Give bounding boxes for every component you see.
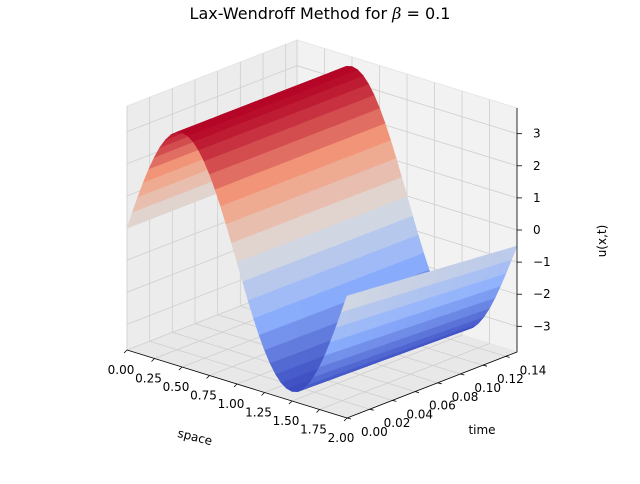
y-tick xyxy=(392,400,397,402)
y-tick-label: 0.02 xyxy=(384,416,411,430)
x-tick-label: 0.00 xyxy=(108,363,135,377)
x-tick-label: 0.75 xyxy=(190,389,217,403)
y-tick xyxy=(369,408,374,411)
x-tick xyxy=(206,375,210,379)
y-tick-label: 0.06 xyxy=(429,399,456,413)
chart-title: Lax-Wendroff Method for β = 0.1 xyxy=(0,4,640,23)
z-tick-label: −1 xyxy=(533,255,551,269)
y-axis-label: time xyxy=(468,423,495,437)
x-tick xyxy=(261,392,265,396)
title-text: Lax-Wendroff Method for xyxy=(189,4,393,23)
x-tick xyxy=(123,349,128,354)
y-tick-label: 0.00 xyxy=(361,425,388,439)
y-tick-label: 0.14 xyxy=(520,363,547,377)
title-beta-symbol: β xyxy=(392,4,402,23)
x-tick-label: 2.00 xyxy=(328,431,355,445)
axis-lines xyxy=(123,108,522,422)
z-tick-label: 0 xyxy=(533,223,541,237)
y-tick xyxy=(437,382,442,385)
x-tick-label: 1.00 xyxy=(218,397,245,411)
x-tick-label: 1.50 xyxy=(273,414,300,428)
z-tick-label: 1 xyxy=(533,191,541,205)
x-tick xyxy=(233,383,238,388)
y-tick-label: 0.08 xyxy=(452,390,479,404)
y-tick xyxy=(460,373,465,376)
grid-line xyxy=(149,340,370,410)
y-tick xyxy=(346,417,352,420)
y-tick-label: 0.12 xyxy=(497,372,524,386)
x-tick-label: 1.25 xyxy=(245,406,272,420)
grid-line xyxy=(291,334,463,402)
z-axis-label: u(x,t) xyxy=(595,225,609,258)
x-tick xyxy=(288,400,293,405)
x-tick-label: 1.75 xyxy=(300,423,327,437)
y-tick xyxy=(482,364,488,367)
y-tick xyxy=(414,391,420,393)
title-suffix: = 0.1 xyxy=(401,4,451,23)
x-tick-label: 0.25 xyxy=(135,372,162,386)
z-tick-label: −2 xyxy=(533,287,551,301)
x-tick-label: 0.50 xyxy=(163,380,190,394)
y-tick-label: 0.04 xyxy=(406,407,433,421)
z-tick-label: −3 xyxy=(533,319,551,333)
grid-line xyxy=(126,65,298,133)
surface-patch xyxy=(176,127,194,133)
x-axis-label: space xyxy=(176,426,214,448)
y-tick xyxy=(505,356,510,358)
x-tick xyxy=(151,358,155,362)
y-axis-line xyxy=(346,351,518,419)
z-tick-label: 2 xyxy=(533,159,541,173)
surface xyxy=(126,65,518,393)
surface-patch xyxy=(341,292,359,313)
x-tick xyxy=(343,417,348,422)
tick-labels: 0.000.250.500.751.001.251.501.752.00 0.00… xyxy=(108,127,551,445)
y-tick-label: 0.10 xyxy=(474,381,501,395)
x-tick xyxy=(178,366,183,371)
grid-line xyxy=(319,343,490,410)
z-tick-label: 3 xyxy=(533,127,541,141)
x-tick xyxy=(316,409,320,413)
